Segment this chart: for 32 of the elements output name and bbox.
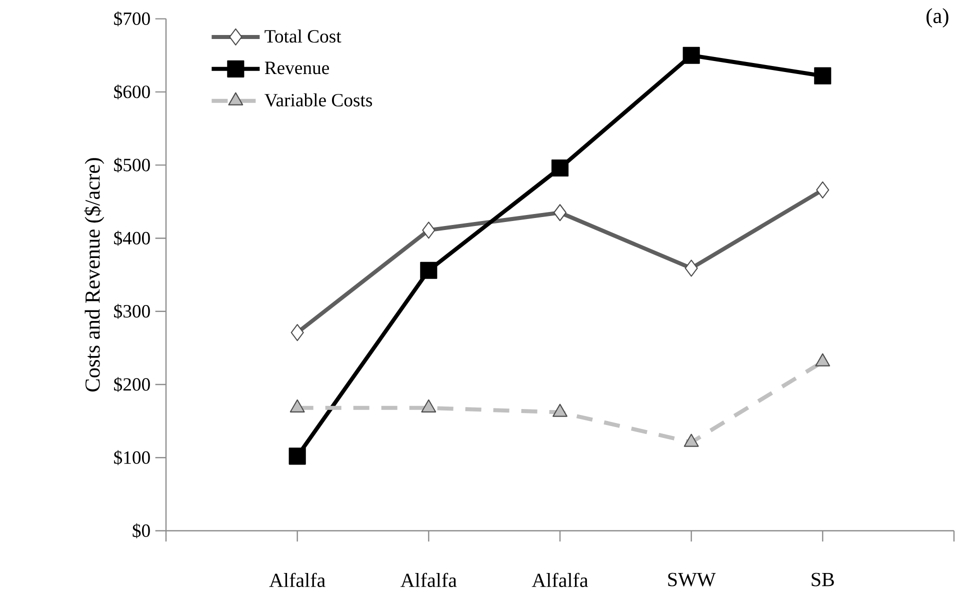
y-tick-label: $300	[114, 304, 150, 319]
point	[422, 222, 436, 239]
point	[815, 353, 830, 366]
point	[552, 404, 568, 417]
point	[290, 324, 304, 342]
annotation: (a)	[926, 8, 948, 28]
y-tick-label: $100	[114, 450, 150, 466]
legend-label: Total Cost	[264, 30, 342, 43]
x-tick-label: SB	[812, 572, 834, 586]
point	[290, 399, 305, 412]
x-tick-label: Alfalfa	[400, 572, 457, 588]
x-tick-label: Alfalfa	[532, 572, 588, 588]
point	[551, 159, 569, 177]
point	[682, 46, 700, 64]
y-axis-title: Costs and Revenue ($/acre)	[84, 158, 104, 392]
y-tick-label: $400	[114, 230, 150, 246]
point	[421, 399, 436, 412]
y-tick-label: $200	[114, 377, 150, 392]
x-tick-label: Alfalfa	[269, 572, 326, 588]
y-tick-label: $600	[114, 84, 150, 100]
y-tick-label: $500	[114, 158, 150, 173]
legend-label: Revenue	[264, 62, 329, 74]
x-tick-label: SWW	[668, 572, 716, 586]
point	[684, 260, 698, 277]
legend-label: Variable Costs	[264, 93, 372, 107]
point	[420, 262, 438, 279]
point	[816, 181, 830, 198]
y-tick-label: $700	[114, 11, 150, 26]
point	[684, 434, 699, 447]
y-tick-label: $0	[132, 523, 150, 538]
point	[553, 204, 567, 222]
point	[814, 67, 832, 84]
